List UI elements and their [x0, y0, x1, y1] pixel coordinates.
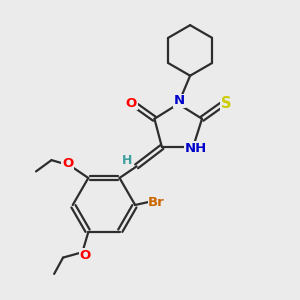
Text: O: O: [62, 157, 73, 169]
Text: O: O: [80, 249, 91, 262]
Text: N: N: [174, 94, 185, 107]
Text: O: O: [126, 97, 137, 110]
Text: H: H: [122, 154, 132, 167]
Text: Br: Br: [148, 196, 165, 208]
Text: S: S: [220, 96, 231, 111]
Text: NH: NH: [185, 142, 207, 155]
